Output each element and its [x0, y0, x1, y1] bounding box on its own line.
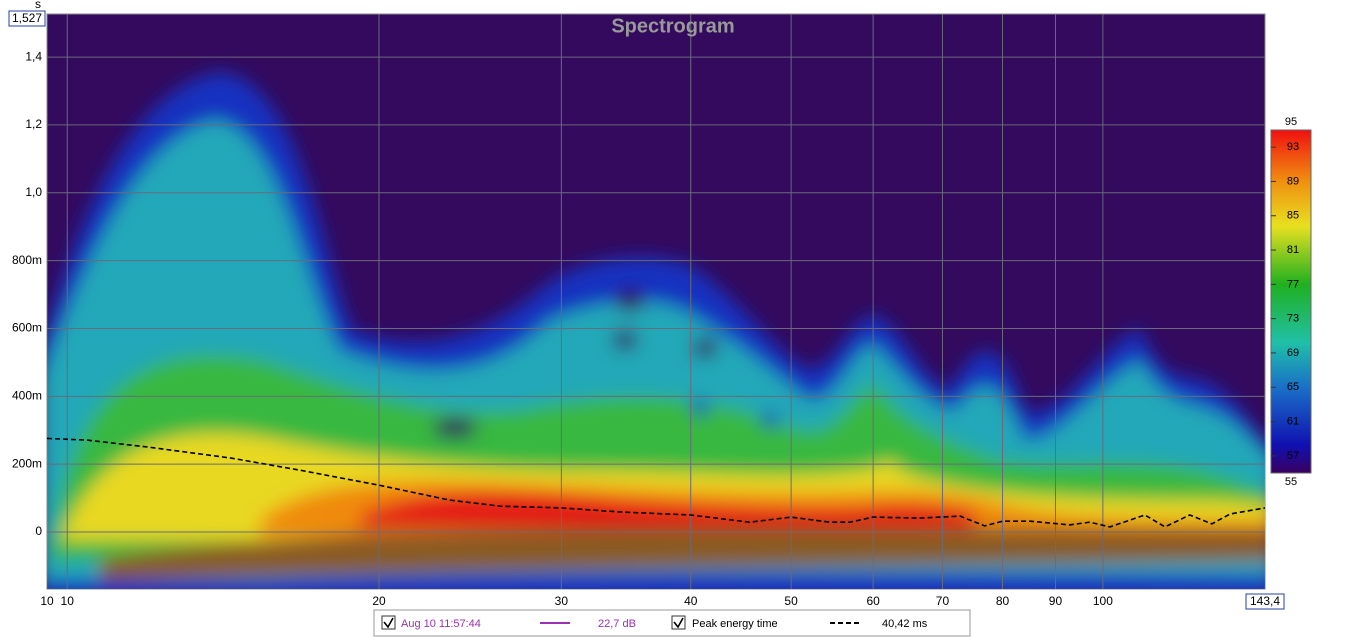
colorbar: [1270, 129, 1312, 474]
x-range-label: 10: [40, 594, 54, 608]
colorbar-tick-label: 85: [1287, 210, 1299, 222]
y-tick-label: 0: [35, 524, 42, 538]
chart-title: Spectrogram: [611, 15, 734, 37]
y-tick-label: 800m: [12, 253, 42, 267]
x-tick-label: 80: [996, 594, 1010, 608]
spectrogram-image: [47, 72, 1265, 589]
x-tick-label: 20: [372, 594, 386, 608]
x-tick-label: 70: [936, 594, 950, 608]
colorbar-tick-label: 65: [1287, 381, 1299, 393]
x-tick-label: 90: [1049, 594, 1063, 608]
legend-label: Aug 10 11:57:44: [401, 618, 481, 630]
check-mark: [383, 617, 394, 629]
colorbar-tick-label: 61: [1287, 415, 1299, 427]
y-tick-label: 1,4: [25, 49, 42, 63]
peak-energy-line: [46, 437, 1266, 528]
colorbar-tick-label: 93: [1287, 141, 1299, 153]
legend-label: Peak energy time: [692, 618, 778, 630]
y-tick-label: 200m: [12, 456, 42, 470]
range-box: [1245, 593, 1285, 610]
y-tick-label: 1,0: [25, 185, 42, 199]
y-tick-label: 1,2: [25, 117, 42, 131]
legend-readout: 40,42 ms: [882, 618, 928, 630]
colorbar-tick-label: 77: [1287, 278, 1299, 290]
x-tick-label: 50: [784, 594, 798, 608]
colorbar-tick-label: 73: [1287, 313, 1299, 325]
legend-readout: 22,7 dB: [598, 618, 636, 630]
colorbar-tick-label: 89: [1287, 175, 1299, 187]
x-tick-label: 30: [555, 594, 569, 608]
colorbar-tick-label: 81: [1287, 244, 1299, 256]
x-tick-label: 40: [684, 594, 698, 608]
x-tick-label: 100: [1093, 594, 1113, 608]
x-range-label: 143,4: [1250, 594, 1280, 608]
check-mark: [673, 617, 684, 629]
colorbar-tick-label: 69: [1287, 347, 1299, 359]
y-axis-unit: s: [35, 0, 41, 11]
y-range-label: 1,527: [12, 11, 42, 25]
y-tick-label: 400m: [12, 388, 42, 402]
colorbar-tick-label: 57: [1287, 450, 1299, 462]
x-tick-label: 60: [866, 594, 880, 608]
range-box: [8, 10, 46, 27]
y-tick-label: 600m: [12, 321, 42, 335]
x-tick-label: 10: [61, 594, 75, 608]
colorbar-max: 95: [1285, 116, 1297, 128]
axes: 0 200m 400m 600m 800m 1,0 1,2 1,4 10 20 30 40 50 60 70…: [12, 14, 1266, 608]
colorbar-min: 55: [1285, 476, 1297, 488]
